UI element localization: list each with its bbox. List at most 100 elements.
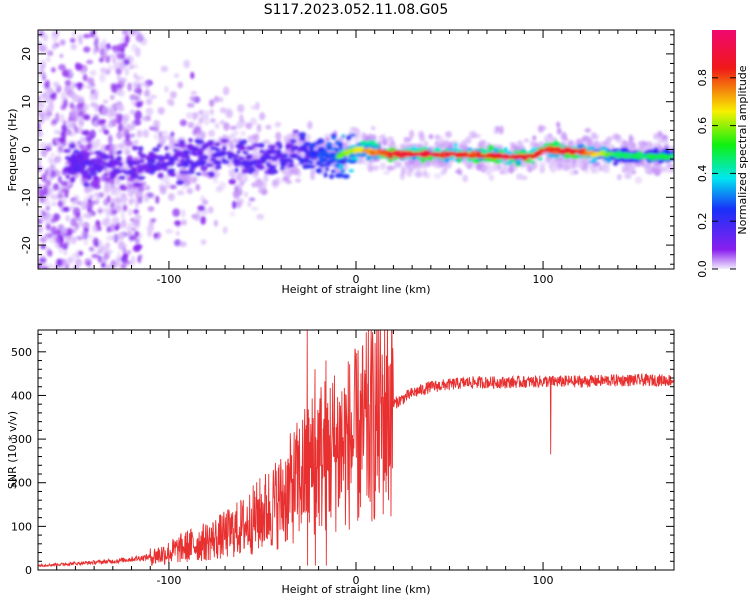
spectral-point [82, 33, 91, 39]
spectral-point [209, 99, 215, 107]
spectral-point [103, 129, 110, 135]
spectral-point [306, 133, 311, 142]
spectral-point [115, 67, 123, 75]
spectral-point [307, 164, 316, 169]
spectral-point [147, 192, 155, 199]
spectral-point [92, 175, 99, 181]
spectral-point [111, 84, 118, 93]
spectral-point [136, 101, 143, 108]
spectral-point [126, 159, 133, 166]
spectral-point [302, 165, 309, 170]
spectral-point [116, 131, 123, 140]
spectral-point [78, 250, 84, 256]
spectral-point [126, 231, 134, 237]
spectral-point [280, 166, 285, 171]
spectral-point [71, 111, 77, 119]
spectral-point [356, 159, 364, 165]
spectral-point [201, 199, 209, 206]
spectral-point [247, 135, 252, 143]
spectral-point [262, 139, 270, 144]
spectral-point [89, 70, 97, 76]
spectral-point [263, 175, 269, 183]
spectral-point [494, 125, 500, 132]
spectral-point [52, 201, 57, 207]
spectral-point [177, 81, 184, 89]
spectral-point [623, 173, 632, 179]
spectral-point [57, 200, 64, 208]
spectral-point [124, 146, 131, 156]
spectral-point [245, 154, 253, 159]
spectral-point [278, 154, 284, 158]
spectral-point [439, 155, 446, 159]
spectral-point [232, 200, 237, 209]
spectral-point [428, 134, 434, 140]
spectral-point [259, 112, 266, 121]
spectral-point [98, 246, 105, 254]
spectral-point [307, 121, 313, 130]
spectral-point [65, 227, 73, 237]
spectral-point [237, 145, 246, 151]
spectral-point [323, 171, 328, 178]
spectral-point [247, 201, 252, 208]
spectral-point [62, 206, 70, 212]
spectral-point [54, 129, 61, 135]
spectral-point [133, 182, 142, 187]
spectral-point [219, 119, 225, 125]
spectral-point [91, 224, 99, 233]
spectral-point [317, 138, 325, 145]
spectral-point [334, 162, 340, 169]
spectral-point [470, 155, 477, 159]
spectral-point [415, 152, 422, 156]
spectral-point [49, 100, 54, 111]
spectral-point [136, 164, 146, 170]
spectral-point [326, 159, 335, 165]
spectral-point [415, 160, 423, 168]
spectral-point [205, 142, 214, 147]
spectral-point [51, 119, 58, 125]
spectral-point [624, 164, 631, 172]
spectral-point [52, 81, 60, 88]
spectral-point [70, 176, 75, 183]
spectral-point [288, 169, 294, 175]
spectral-point [352, 148, 359, 152]
spectral-point [242, 151, 249, 155]
spectral-point [181, 209, 186, 218]
spectral-point [150, 218, 157, 223]
spectral-point [41, 270, 48, 276]
spectral-point [385, 137, 390, 144]
spectral-point [44, 110, 51, 121]
spectral-point [539, 161, 546, 168]
spectral-point [508, 166, 515, 174]
spectral-point [251, 173, 260, 179]
spectral-point [59, 39, 66, 46]
spectral-point [174, 220, 182, 226]
spectral-point [131, 122, 136, 130]
spectral-point [110, 173, 117, 178]
spectral-point [64, 79, 72, 87]
spectral-point [186, 187, 194, 195]
spectral-point [284, 170, 291, 179]
spectral-point [117, 124, 123, 132]
spectral-point [656, 153, 663, 157]
spectral-point [578, 150, 585, 154]
spectral-point [457, 157, 462, 164]
spectral-point [102, 46, 109, 55]
spectral-point [50, 218, 58, 223]
spectral-point [39, 314, 44, 322]
spectral-point [38, 157, 42, 168]
spectral-point [253, 155, 257, 161]
spectral-point [570, 153, 578, 159]
spectral-point [379, 162, 386, 171]
spectral-point [200, 195, 205, 201]
spectral-point [124, 35, 130, 44]
spectral-point [532, 135, 537, 141]
spectral-point [190, 90, 198, 96]
spectral-point [634, 156, 641, 160]
spectral-point [58, 64, 66, 71]
spectral-point [50, 225, 57, 236]
spectral-point [265, 124, 272, 130]
y-tick-label: 0 [25, 564, 32, 577]
spectral-point [290, 153, 299, 159]
spectral-point [270, 155, 279, 162]
spectrogram-heatmap [38, 30, 674, 322]
